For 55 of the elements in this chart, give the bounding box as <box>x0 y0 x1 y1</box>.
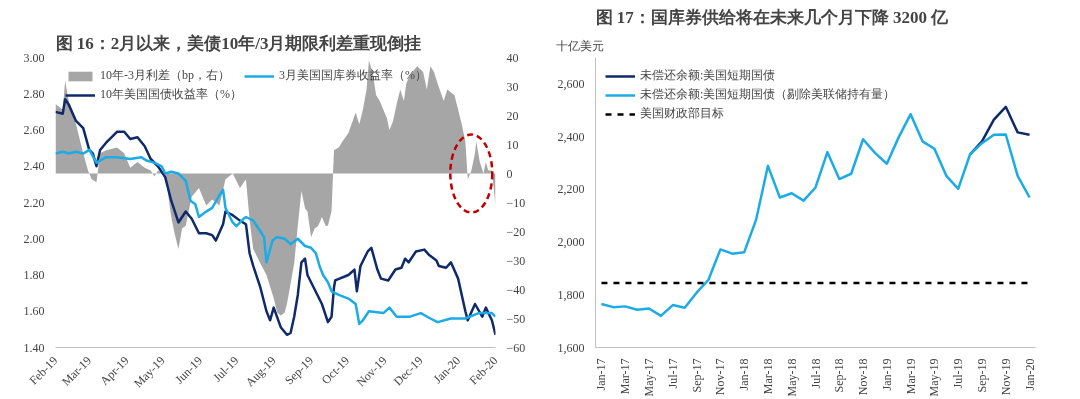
y-axis-title: 十亿美元 <box>555 38 604 53</box>
y2-tick-label: −20 <box>506 224 526 239</box>
y-tick-label: 1,600 <box>557 340 585 355</box>
y2-tick-label: −60 <box>506 340 526 355</box>
x-tick-label: Jan-18 <box>737 358 752 391</box>
x-tick-label: Mar-17 <box>618 358 633 395</box>
y2-tick-label: 0 <box>506 166 513 181</box>
chart-title: 图 16：2月以来，美债10年/3月期限利差重现倒挂 <box>55 33 422 53</box>
y-tick-label: 2.40 <box>23 159 45 174</box>
x-tick-label: Mar-19 <box>903 358 918 395</box>
y2-tick-label: −30 <box>506 253 526 268</box>
y2-tick-label: −40 <box>506 282 526 297</box>
x-tick-label: May-19 <box>927 358 942 397</box>
y-tick-label: 2,000 <box>557 235 585 250</box>
legend-label: 10年-3月利差（bp，右） <box>100 67 230 84</box>
y-tick-label: 2.00 <box>23 231 45 246</box>
y-tick-label: 3.00 <box>23 50 45 65</box>
y-tick-label: 2,600 <box>557 76 585 91</box>
x-tick-label: Jul-19 <box>951 358 966 389</box>
y2-tick-label: −50 <box>506 311 526 326</box>
legend-label: 3月美国国库券收益率（%） <box>279 67 427 84</box>
y2-tick-label: −10 <box>506 195 526 210</box>
y-tick-label: 2,400 <box>557 129 585 144</box>
y2-tick-label: 30 <box>506 79 519 94</box>
x-tick-label: May-18 <box>784 358 799 397</box>
x-tick-label: Jul-18 <box>808 358 823 389</box>
y-tick-label: 2.80 <box>23 86 45 101</box>
y2-tick-label: 20 <box>506 108 519 123</box>
legend-label: 10年美国国债收益率（%） <box>100 86 242 103</box>
x-tick-label: Sep-19 <box>974 358 989 393</box>
x-tick-label: Jan-20 <box>1022 358 1037 391</box>
legend-label: 未偿还余额:美国短期国债 <box>640 67 776 84</box>
y-tick-label: 1,800 <box>557 287 585 302</box>
x-tick-label: Jul-17 <box>665 358 680 389</box>
x-tick-label: Jan-17 <box>594 358 609 391</box>
legend-label: 未偿还余额:美国短期国债（剔除美联储持有量） <box>640 86 896 103</box>
y-tick-label: 2.20 <box>23 195 45 210</box>
y2-tick-label: 10 <box>506 137 519 152</box>
y-tick-label: 1.60 <box>23 304 45 319</box>
y-tick-label: 1.40 <box>23 340 45 355</box>
y-tick-label: 2,200 <box>557 182 585 197</box>
legend-label: 美国财政部目标 <box>640 105 724 122</box>
y-tick-label: 1.80 <box>23 268 45 282</box>
x-tick-label: Nov-19 <box>998 358 1013 396</box>
x-tick-label: Sep-18 <box>832 358 847 393</box>
y2-tick-label: 40 <box>506 50 519 65</box>
x-tick-label: Mar-18 <box>760 358 775 395</box>
x-tick-label: Nov-18 <box>856 358 871 396</box>
x-tick-label: Nov-17 <box>713 358 728 396</box>
x-tick-label: Jan-19 <box>879 358 894 391</box>
x-tick-label: May-17 <box>642 358 657 397</box>
y-tick-label: 2.60 <box>23 123 45 137</box>
line-series <box>55 148 496 326</box>
chart-title: 图 17：国库券供给将在未来几个月下降 3200 亿 <box>595 7 950 27</box>
x-tick-label: Sep-17 <box>689 358 704 393</box>
